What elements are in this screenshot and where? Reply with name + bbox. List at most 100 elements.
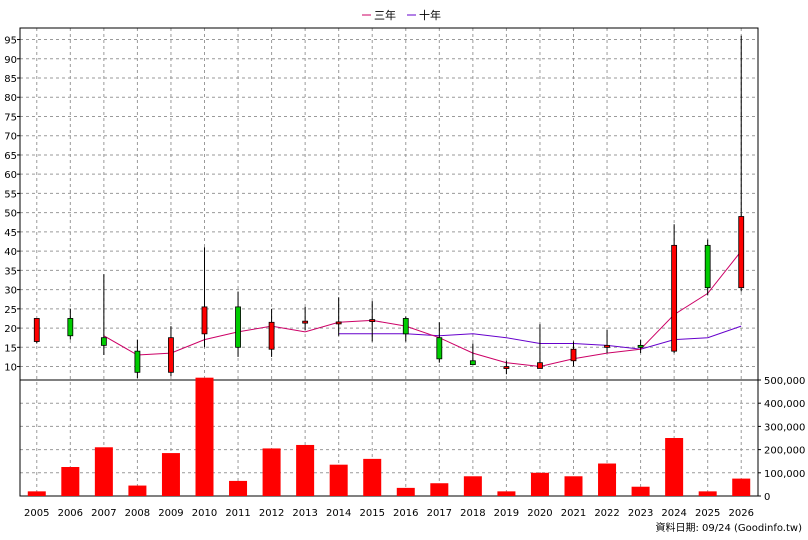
candle-body-2023 [637,344,644,348]
price-tick-label-70: 70 [4,132,17,143]
year-label-2018: 2018 [460,508,485,519]
price-tick-label-85: 85 [4,74,17,85]
year-label-2014: 2014 [326,508,351,519]
year-label-2006: 2006 [58,508,83,519]
volume-bar-2011 [229,480,248,496]
candle-body-2013 [302,320,309,324]
price-tick-label-30: 30 [4,286,17,297]
year-label-2005: 2005 [24,508,49,519]
year-label-2015: 2015 [360,508,385,519]
price-tick-label-25: 25 [4,305,17,316]
volume-tick-label-300000: 300,000 [764,422,805,433]
year-label-2011: 2011 [225,508,250,519]
price-tick-label-40: 40 [4,247,17,258]
price-tick-label-80: 80 [4,93,17,104]
volume-bar-2014 [329,464,348,496]
candle-body-2020 [537,362,543,369]
grid-lines [20,28,758,497]
price-tick-label-20: 20 [4,324,17,335]
year-label-2008: 2008 [125,508,150,519]
year-label-2023: 2023 [628,508,653,519]
candle-body-2026 [738,216,745,289]
volume-bar-2019 [497,491,516,496]
candle-body-2006 [67,318,74,337]
axis-labels: 1015202530354045505560657075808590950100… [4,36,805,519]
volume-bar-2012 [262,448,281,496]
volume-bar-2005 [27,491,46,496]
price-tick-label-75: 75 [4,112,17,123]
year-label-2026: 2026 [729,508,754,519]
price-tick-label-55: 55 [4,189,17,200]
candle-body-2011 [235,306,241,348]
candle-body-2019 [503,366,510,369]
year-label-2017: 2017 [427,508,452,519]
volume-bar-2015 [363,458,382,496]
volume-bar-2010 [195,377,214,496]
year-label-2019: 2019 [494,508,519,519]
candle-body-2017 [436,337,443,360]
year-label-2013: 2013 [292,508,317,519]
candle-body-2016 [402,318,409,335]
ma-3yr-line [103,250,742,368]
candle-body-2021 [570,348,577,362]
year-label-2007: 2007 [91,508,116,519]
volume-bar-2006 [61,467,80,496]
volume-bar-2017 [430,483,449,496]
volume-bar-2025 [698,491,717,496]
volume-bar-2022 [598,463,617,496]
year-label-2012: 2012 [259,508,284,519]
price-tick-label-95: 95 [4,36,17,47]
volume-tick-label-400000: 400,000 [764,399,805,410]
volume-bar-2009 [161,453,180,496]
volume-tick-label-0: 0 [764,492,770,503]
year-label-2020: 2020 [527,508,552,519]
candle-body-2024 [671,244,678,352]
price-tick-label-90: 90 [4,55,17,66]
legend-label-0: 三年 [374,8,396,22]
price-tick-label-65: 65 [4,151,17,162]
price-tick-label-35: 35 [4,266,17,277]
year-label-2021: 2021 [561,508,586,519]
plot-frame [19,27,759,497]
price-tick-label-45: 45 [4,228,17,239]
volume-bar-2021 [564,476,583,496]
volume-bars [27,377,751,496]
candle-body-2008 [134,350,141,373]
ma-3yr-polyline [103,250,742,368]
year-label-2024: 2024 [661,508,686,519]
candle-body-2018 [469,360,476,366]
price-tick-label-50: 50 [4,209,17,220]
volume-bar-2008 [128,485,147,496]
candlesticks [33,35,745,379]
volume-bar-2024 [665,438,684,496]
candle-body-2010 [201,306,208,335]
volume-bar-2026 [732,478,751,496]
price-tick-label-60: 60 [4,170,17,181]
volume-bar-2020 [530,472,549,496]
candle-body-2009 [168,337,174,373]
volume-bar-2018 [463,476,482,496]
year-label-2009: 2009 [158,508,183,519]
legend: 三年 十年 [362,8,441,22]
volume-tick-label-200000: 200,000 [764,446,805,457]
candle-body-2014 [335,321,342,325]
year-label-2025: 2025 [695,508,720,519]
candle-body-2007 [100,337,107,346]
volume-bar-2023 [631,486,650,496]
data-date-note: 資料日期: 09/24 (Goodinfo.tw) [655,521,802,534]
volume-bar-2013 [296,444,315,496]
year-label-2010: 2010 [192,508,217,519]
price-tick-label-10: 10 [4,363,17,374]
volume-bar-2016 [396,487,415,496]
volume-tick-label-500000: 500,000 [764,376,805,387]
candle-body-2025 [704,244,711,289]
year-label-2016: 2016 [393,508,418,519]
axes [17,27,761,497]
legend-label-1: 十年 [419,8,441,22]
price-tick-label-15: 15 [4,343,17,354]
candle-body-2005 [33,318,40,342]
volume-bar-2007 [94,447,113,496]
volume-tick-label-100000: 100,000 [764,469,805,480]
year-label-2022: 2022 [594,508,619,519]
